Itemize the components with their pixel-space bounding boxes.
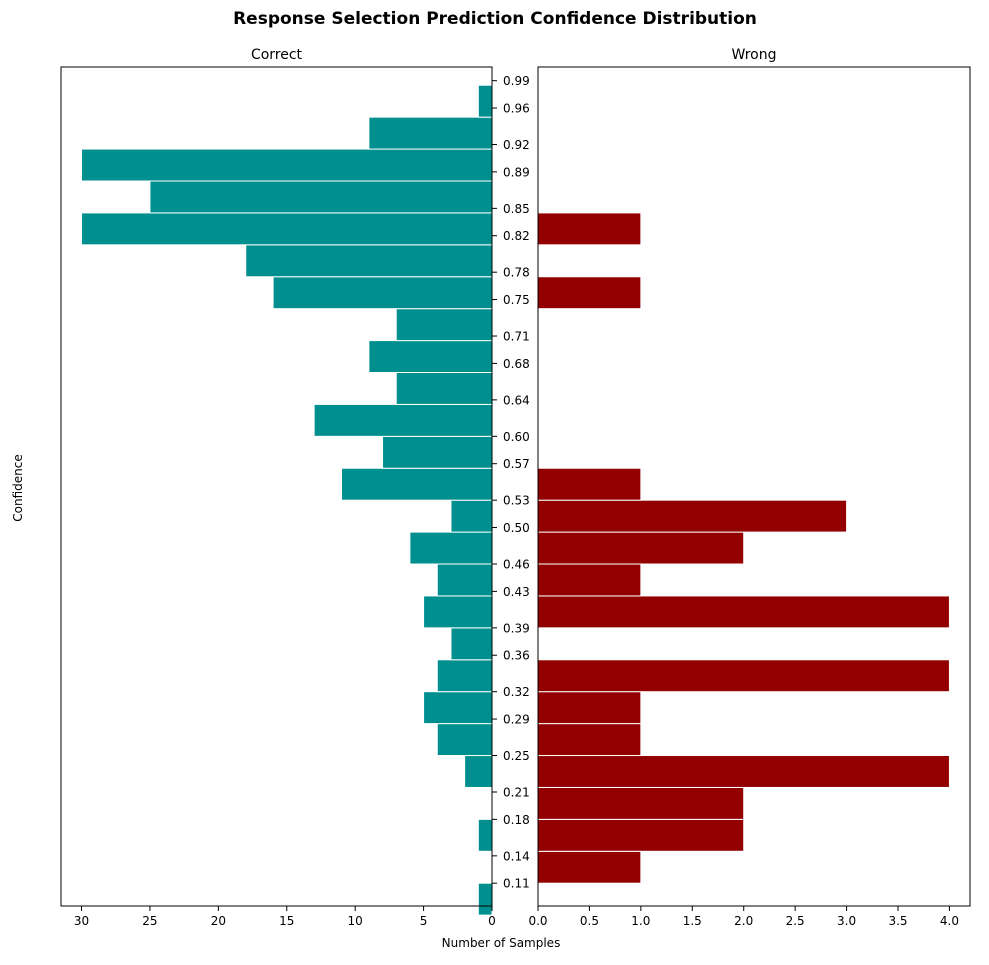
- x-tick-label-wrong-0: 0.0: [528, 914, 547, 928]
- bar-wrong-9: [537, 595, 950, 629]
- x-tick-label-correct-1: 5: [420, 914, 428, 928]
- bar-correct-9: [423, 595, 493, 629]
- bar-wrong-3: [537, 786, 745, 820]
- y-tick-label-0: 0.11: [503, 877, 530, 891]
- y-tick-label-20: 0.82: [503, 229, 530, 243]
- x-tick-label-wrong-6: 3.0: [837, 914, 856, 928]
- y-tick-label-18: 0.75: [503, 293, 530, 307]
- panel-frame-wrong: [537, 66, 971, 907]
- y-tick-label-22: 0.89: [503, 165, 530, 179]
- panel-title-wrong: Wrong: [732, 47, 777, 63]
- bar-wrong-13: [537, 467, 642, 501]
- bar-correct-8: [450, 627, 493, 661]
- bar-wrong-2: [537, 818, 745, 852]
- y-tick-label-6: 0.32: [503, 685, 530, 699]
- x-tick-label-correct-6: 30: [74, 914, 89, 928]
- bar-correct-25: [477, 84, 493, 118]
- y-tick-label-14: 0.60: [503, 430, 530, 444]
- y-ticks: 0.11 0.14 0.18 0.21 0.25 0.29 0.32 0.36 0.39 0.43…: [492, 74, 530, 891]
- y-tick-label-10: 0.46: [503, 558, 530, 572]
- bar-correct-23: [81, 148, 493, 182]
- y-axis-label: Confidence: [11, 454, 25, 521]
- bar-wrong-12: [537, 499, 848, 533]
- bar-correct-15: [313, 403, 493, 437]
- bar-correct-7: [436, 659, 493, 693]
- bar-wrong-1: [537, 850, 642, 884]
- bar-wrong-21: [537, 212, 642, 246]
- bar-correct-10: [436, 563, 493, 597]
- bar-correct-12: [450, 499, 493, 533]
- x-tick-label-wrong-1: 0.5: [580, 914, 599, 928]
- x-tick-label-wrong-5: 2.5: [786, 914, 805, 928]
- bar-correct-16: [395, 372, 493, 405]
- bar-correct-0: [477, 882, 493, 916]
- y-tick-label-3: 0.21: [503, 786, 530, 800]
- bar-correct-17: [368, 340, 493, 374]
- x-tick-label-correct-4: 20: [211, 914, 226, 928]
- x-tick-label-correct-0: 0: [488, 914, 496, 928]
- y-tick-label-12: 0.53: [503, 494, 530, 508]
- chart-title: Response Selection Prediction Confidence…: [233, 9, 757, 29]
- bar-correct-5: [436, 723, 493, 757]
- y-tick-label-13: 0.57: [503, 457, 530, 471]
- y-tick-label-17: 0.71: [503, 330, 530, 344]
- bar-correct-14: [382, 435, 493, 469]
- y-tick-label-4: 0.25: [503, 749, 530, 763]
- y-tick-label-19: 0.78: [503, 266, 530, 280]
- bar-correct-22: [149, 180, 493, 214]
- x-tick-label-correct-2: 10: [348, 914, 363, 928]
- bar-correct-4: [464, 755, 493, 788]
- x-tick-label-correct-3: 15: [279, 914, 294, 928]
- x-tick-label-wrong-7: 3.5: [888, 914, 907, 928]
- y-tick-label-9: 0.43: [503, 585, 530, 599]
- x-tick-label-wrong-3: 1.5: [683, 914, 702, 928]
- x-tick-label-wrong-4: 2.0: [734, 914, 753, 928]
- bar-wrong-10: [537, 563, 642, 597]
- bar-wrong-6: [537, 691, 642, 725]
- y-tick-label-11: 0.50: [503, 521, 530, 535]
- bar-wrong-4: [537, 755, 950, 788]
- panel-correct: Correct 0 5 10 15 20 25 30: [60, 47, 496, 928]
- x-axis-label: Number of Samples: [442, 936, 561, 950]
- bar-wrong-7: [537, 659, 950, 693]
- y-tick-label-1: 0.14: [503, 849, 530, 863]
- bar-correct-6: [423, 691, 493, 725]
- y-tick-label-25: 0.99: [503, 74, 530, 88]
- bar-correct-2: [477, 818, 493, 852]
- y-tick-label-15: 0.64: [503, 393, 530, 407]
- y-tick-label-23: 0.92: [503, 138, 530, 152]
- bar-wrong-5: [537, 723, 642, 757]
- bar-correct-21: [81, 212, 493, 246]
- bar-wrong-19: [537, 276, 642, 310]
- bar-correct-11: [409, 531, 493, 565]
- y-tick-label-5: 0.29: [503, 713, 530, 727]
- bar-correct-13: [340, 467, 493, 501]
- y-tick-label-8: 0.39: [503, 621, 530, 635]
- panel-wrong: Wrong 0.0 0.5 1.0 1.5 2.0 2.5 3.0 3.5 4.0: [528, 47, 971, 928]
- panel-frame-correct: [60, 66, 493, 907]
- bar-correct-24: [368, 116, 493, 150]
- bar-correct-18: [395, 308, 493, 342]
- y-tick-label-7: 0.36: [503, 649, 530, 663]
- x-tick-label-wrong-2: 1.0: [631, 914, 650, 928]
- x-tick-label-wrong-8: 4.0: [940, 914, 959, 928]
- x-tick-label-correct-5: 25: [142, 914, 157, 928]
- bar-correct-20: [245, 244, 493, 278]
- bar-correct-19: [272, 276, 493, 310]
- panel-title-correct: Correct: [251, 47, 303, 63]
- y-tick-label-24: 0.96: [503, 102, 530, 116]
- panels-layer: Correct 0 5 10 15 20 25 30 Wrong 0.0 0.5 1.0 1.5 2.0 2…: [60, 47, 971, 928]
- y-tick-label-21: 0.85: [503, 202, 530, 216]
- bar-wrong-11: [537, 531, 745, 565]
- y-tick-label-16: 0.68: [503, 357, 530, 371]
- y-tick-label-2: 0.18: [503, 813, 530, 827]
